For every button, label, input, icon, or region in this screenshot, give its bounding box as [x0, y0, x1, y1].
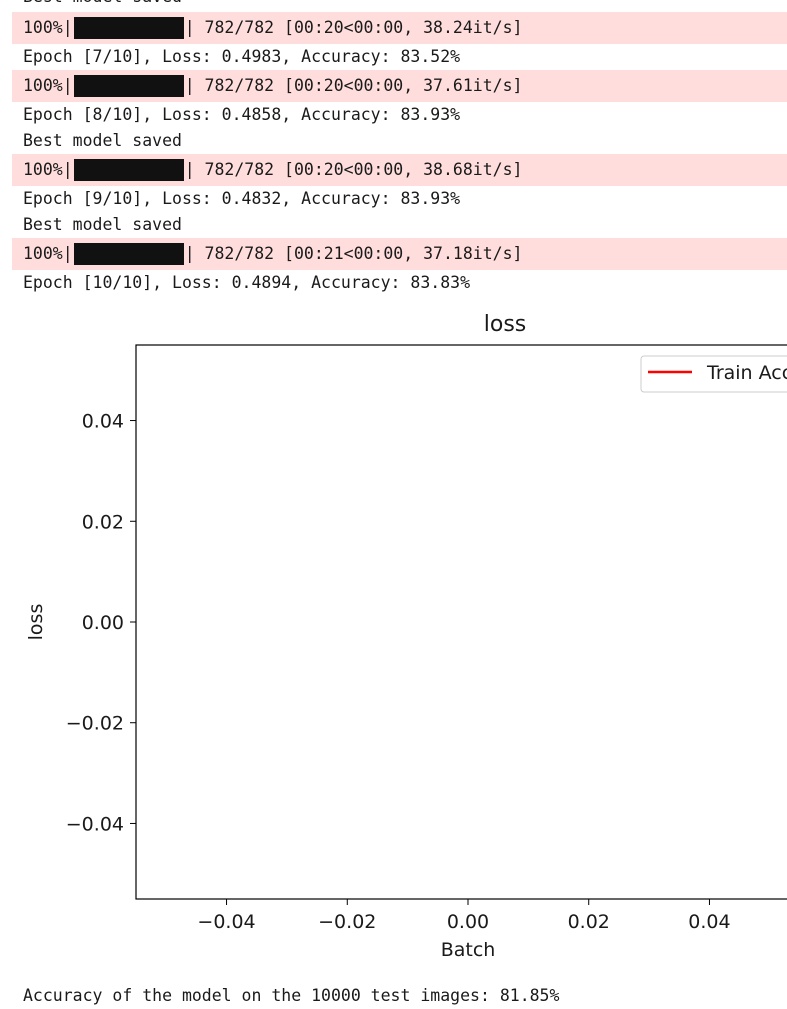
progress-percent: 100%: [23, 18, 63, 37]
progress-bar-epoch-7: 100%| | 782/782 [00:20<00:00, 38.24it/s]: [12, 12, 787, 44]
log-line-best-model-saved: Best model saved: [23, 215, 182, 234]
final-accuracy-output: Accuracy of the model on the 10000 test …: [23, 986, 560, 1005]
y-axis-ticks: 0.04 0.02 0.00 −0.02 −0.04: [66, 411, 136, 835]
x-tick-label: 0.02: [568, 911, 610, 933]
progress-stats: | 782/782 [00:21<00:00, 37.18it/s]: [184, 244, 523, 263]
progress-fill: [73, 75, 184, 97]
log-line-epoch-10: Epoch [10/10], Loss: 0.4894, Accuracy: 8…: [23, 273, 471, 292]
y-tick-label: −0.04: [66, 813, 124, 835]
x-axis-ticks: −0.04 −0.02 0.00 0.02 0.04: [197, 899, 731, 933]
y-axis-label: loss: [25, 604, 47, 641]
log-line-epoch-7: Epoch [7/10], Loss: 0.4983, Accuracy: 83…: [23, 47, 461, 66]
chart-legend: Train Accuracy: [640, 355, 787, 393]
progress-fill: [73, 159, 184, 181]
progress-fill: [73, 243, 184, 265]
log-line-best-model-saved: Best model saved: [23, 0, 182, 8]
x-tick-label: −0.02: [318, 911, 376, 933]
progress-percent: 100%: [23, 244, 63, 263]
progress-bar-epoch-10: 100%| | 782/782 [00:21<00:00, 37.18it/s]: [12, 238, 787, 270]
progress-percent: 100%: [23, 160, 63, 179]
y-tick-label: 0.00: [82, 612, 124, 634]
log-line-epoch-9: Epoch [9/10], Loss: 0.4832, Accuracy: 83…: [23, 189, 461, 208]
log-line-epoch-8: Epoch [8/10], Loss: 0.4858, Accuracy: 83…: [23, 105, 461, 124]
x-tick-label: −0.04: [197, 911, 255, 933]
progress-stats: | 782/782 [00:20<00:00, 38.68it/s]: [184, 160, 523, 179]
progress-fill: [73, 17, 184, 39]
progress-bar-epoch-8: 100%| | 782/782 [00:20<00:00, 37.61it/s]: [12, 70, 787, 102]
chart-title: loss: [484, 312, 527, 337]
progress-bar-epoch-9: 100%| | 782/782 [00:20<00:00, 38.68it/s]: [12, 154, 787, 186]
legend-entry-label: Train Accuracy: [706, 362, 787, 384]
x-axis-label: Batch: [441, 939, 496, 961]
loss-chart-svg: loss −0.04 −0.02 0.00 0.02 0.04 0.04 0.02 0.00…: [25, 312, 787, 961]
progress-stats: | 782/782 [00:20<00:00, 37.61it/s]: [184, 76, 523, 95]
y-tick-label: 0.02: [82, 511, 124, 533]
progress-percent: 100%: [23, 76, 63, 95]
log-line-best-model-saved: Best model saved: [23, 131, 182, 150]
loss-plot: loss −0.04 −0.02 0.00 0.02 0.04 0.04 0.02 0.00…: [0, 300, 787, 970]
y-tick-label: −0.02: [66, 713, 124, 735]
x-tick-label: 0.00: [447, 911, 489, 933]
y-tick-label: 0.04: [82, 411, 124, 433]
x-tick-label: 0.04: [688, 911, 730, 933]
progress-stats: | 782/782 [00:20<00:00, 38.24it/s]: [184, 18, 523, 37]
legend-box: [640, 355, 787, 393]
plot-area-frame: [135, 344, 787, 900]
